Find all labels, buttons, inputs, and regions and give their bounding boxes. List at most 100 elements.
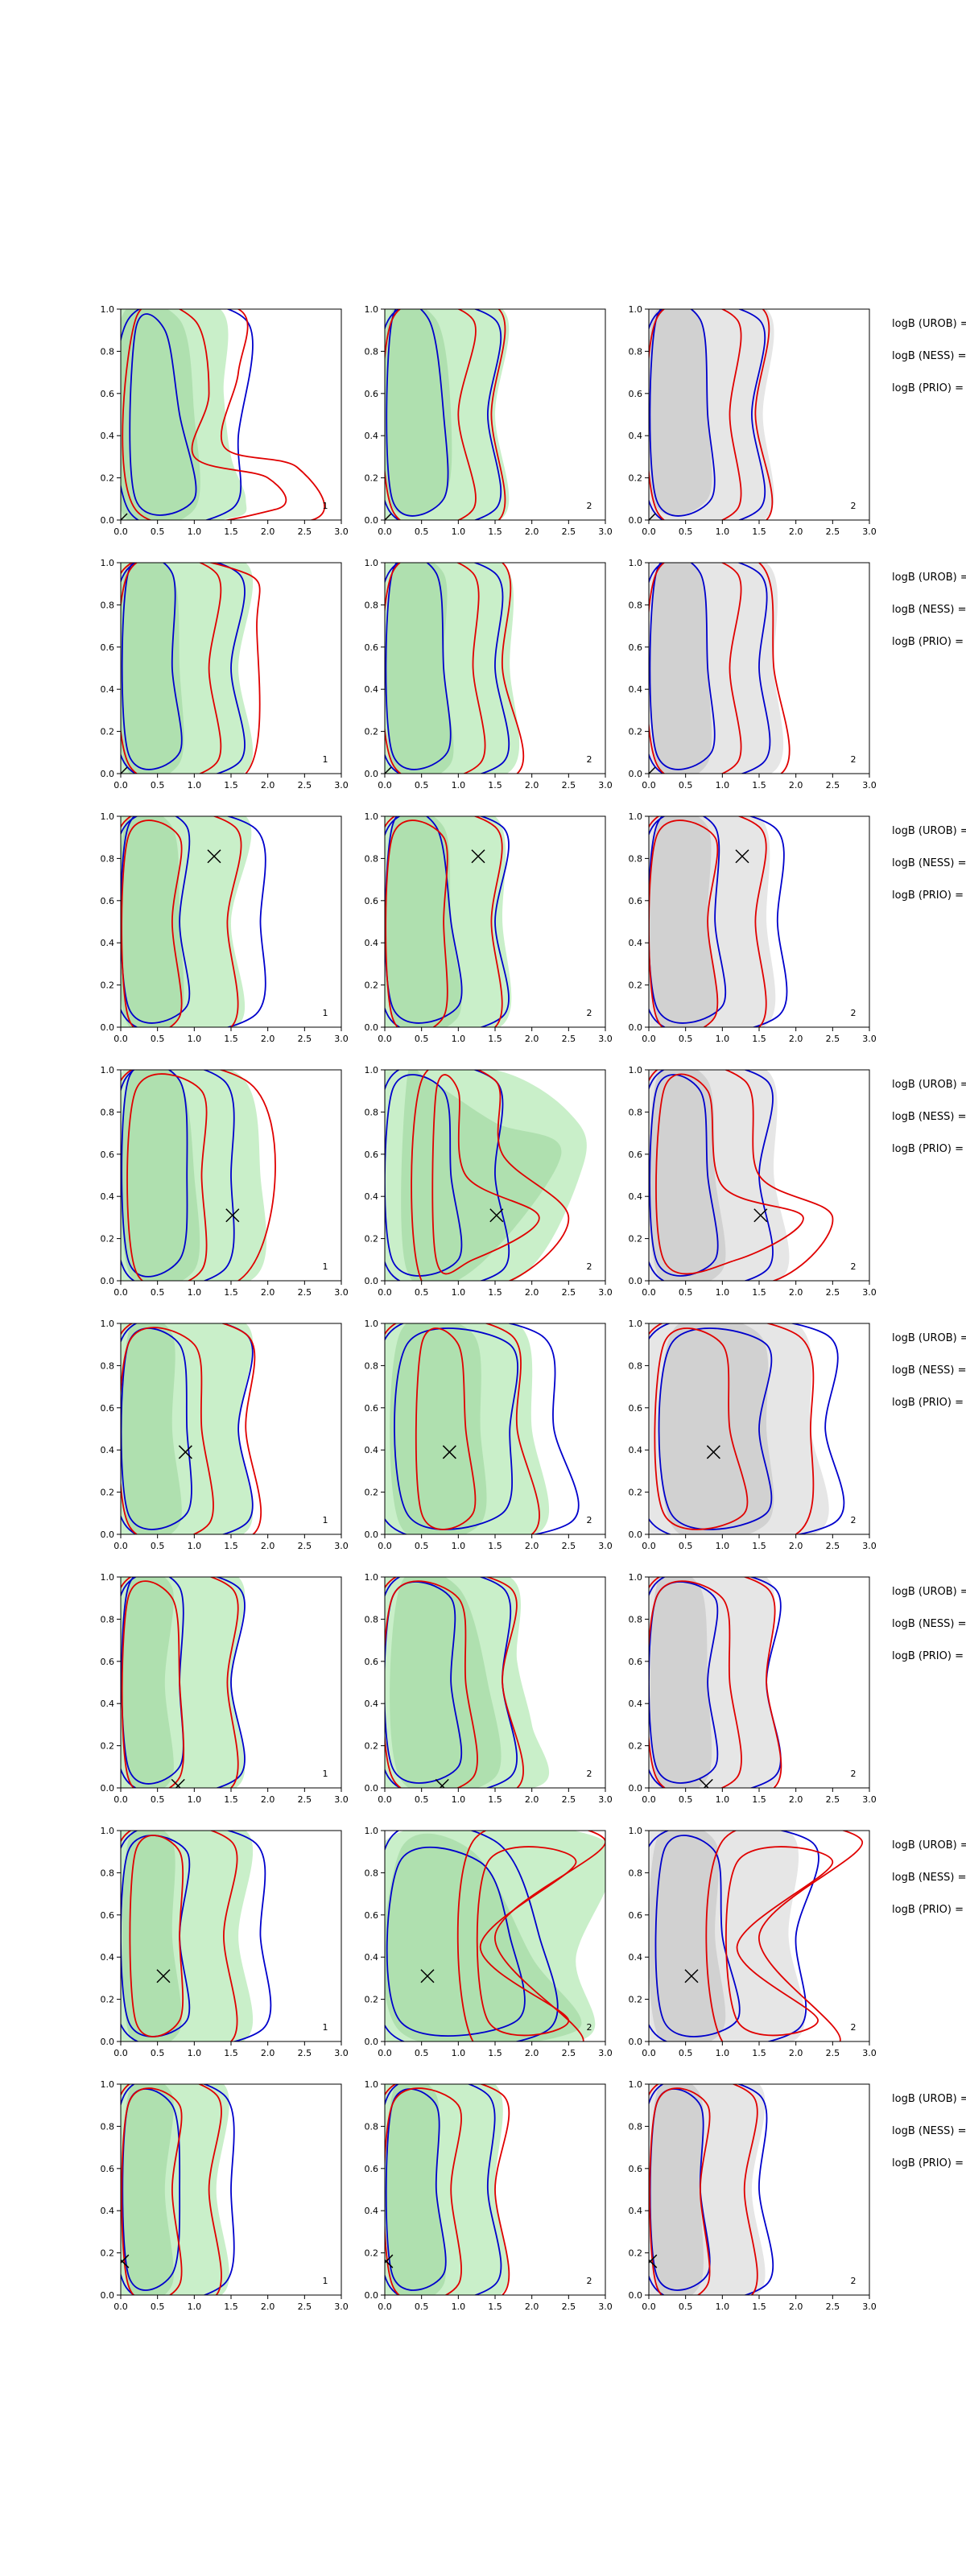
y-tick-label: 0.6	[365, 1150, 379, 1160]
y-tick-label: 0.4	[365, 431, 379, 441]
y-tick-label: 1.0	[629, 1826, 643, 1836]
density-region-inner	[122, 1323, 182, 1534]
x-tick-label: 1.0	[716, 1794, 730, 1805]
x-tick-label: 2.0	[525, 1794, 539, 1805]
contour-blue-outer	[649, 1577, 782, 1788]
contour-blue-inner	[649, 563, 716, 770]
x-tick-label: 0.5	[415, 780, 429, 791]
y-tick-label: 1.0	[101, 558, 115, 568]
contour-red-inner	[385, 819, 448, 1027]
panel-r7-c3: 0.0 0.5 1.0 1.5 2.0 2.5 3.0 0.0 0.2 0.4 0.6 0.8 1.0 2	[629, 1826, 877, 2058]
contour-blue-inner	[649, 816, 727, 1024]
x-marker	[385, 2254, 394, 2268]
contour-red-inner	[385, 1580, 478, 1788]
panel-r6-c3: 0.0 0.5 1.0 1.5 2.0 2.5 3.0 0.0 0.2 0.4 0.6 0.8 1.0 2	[629, 1572, 877, 1805]
contour-red-inner	[385, 309, 477, 520]
row-label: logB (PRIO) =	[892, 1904, 964, 1916]
y-tick-label: 0.2	[101, 1741, 115, 1752]
y-tick-label: 0.6	[629, 896, 643, 906]
density-region-inner	[122, 2084, 174, 2295]
x-tick-label: 2.5	[298, 1034, 312, 1044]
y-tick-label: 0.4	[101, 1699, 115, 1709]
y-tick-label: 0.6	[629, 2164, 643, 2174]
y-tick-label: 1.0	[101, 2079, 115, 2090]
x-marker	[178, 1445, 192, 1459]
row-label: logB (PRIO) =	[892, 1397, 964, 1409]
density-region-inner	[122, 1577, 174, 1788]
panel-number: 2	[851, 1261, 857, 1272]
x-tick-label: 3.0	[598, 780, 613, 791]
panel-contours	[385, 1323, 580, 1534]
row-label: logB (PRIO) =	[892, 1650, 964, 1662]
y-tick-label: 0.2	[365, 980, 379, 991]
x-tick-label: 2.0	[525, 2301, 539, 2312]
panel-contours	[121, 1577, 246, 1788]
x-marker	[207, 849, 221, 864]
x-tick-label: 0.5	[415, 1541, 429, 1551]
panel-number: 2	[587, 2022, 592, 2033]
row-label: logB (UROB) =	[892, 1586, 966, 1598]
y-tick-label: 0.2	[629, 1995, 643, 2005]
x-tick-label: 2.5	[826, 526, 840, 537]
x-tick-label: 0.0	[378, 1541, 392, 1551]
x-marker	[649, 513, 656, 520]
y-tick-label: 0.4	[365, 684, 379, 695]
x-tick-label: 0.0	[642, 2301, 656, 2312]
y-tick-label: 0.8	[101, 2121, 115, 2132]
figure-row-7: 0.0 0.5 1.0 1.5 2.0 2.5 3.0 0.0 0.2 0.4 0.6 0.8 1.0 1…	[101, 1826, 966, 2058]
x-tick-label: 3.0	[598, 2301, 613, 2312]
x-marker	[225, 1208, 240, 1223]
x-marker	[489, 1208, 504, 1223]
panel-contours	[385, 2084, 510, 2295]
panel-contours	[385, 1831, 605, 2041]
contour-red-outer	[121, 1577, 239, 1788]
panel-r7-c2: 0.0 0.5 1.0 1.5 2.0 2.5 3.0 0.0 0.2 0.4 0.6 0.8 1.0 2	[365, 1826, 613, 2058]
contour-red-inner	[649, 819, 719, 1027]
panel-contours	[649, 1323, 845, 1534]
x-tick-label: 1.5	[752, 1287, 766, 1298]
y-tick-label: 0.8	[629, 1868, 643, 1878]
x-tick-label: 0.5	[151, 526, 165, 537]
y-tick-label: 1.0	[365, 1572, 379, 1583]
row-label: logB (NESS) =	[892, 1618, 966, 1630]
figure-row-1: 0.0 0.5 1.0 1.5 2.0 2.5 3.0 0.0 0.2 0.4 0.6 0.8 1.0 1…	[101, 304, 966, 537]
contour-red-outer	[121, 816, 242, 1027]
panel-number: 1	[323, 1515, 328, 1525]
x-marker	[420, 1969, 435, 1984]
contour-red-inner	[649, 563, 742, 774]
panel-r8-c2: 0.0 0.5 1.0 1.5 2.0 2.5 3.0 0.0 0.2 0.4 0.6 0.8 1.0 2	[365, 2079, 613, 2312]
x-tick-label: 3.0	[334, 2048, 349, 2058]
row-label: logB (UROB) =	[892, 2093, 966, 2105]
panel-contours	[649, 1070, 834, 1281]
x-tick-label: 3.0	[862, 1287, 877, 1298]
y-tick-label: 0.6	[629, 389, 643, 399]
density-region-inner	[121, 816, 184, 1027]
y-tick-label: 0.6	[365, 1657, 379, 1667]
y-tick-label: 0.4	[101, 431, 115, 441]
y-tick-label: 0.4	[629, 1445, 643, 1455]
y-tick-label: 0.2	[365, 473, 379, 484]
panel-contours	[385, 816, 512, 1027]
y-tick-label: 0.6	[101, 642, 115, 653]
y-tick-label: 0.0	[101, 2037, 115, 2047]
x-tick-label: 0.5	[151, 1794, 165, 1805]
y-tick-label: 0.8	[629, 1107, 643, 1117]
y-tick-label: 0.0	[629, 1276, 643, 1286]
panel-contours	[649, 1831, 863, 2041]
contour-blue-outer	[121, 563, 246, 774]
y-tick-label: 0.2	[365, 1995, 379, 2005]
y-tick-label: 0.2	[101, 980, 115, 991]
panel-r1-c2: 0.0 0.5 1.0 1.5 2.0 2.5 3.0 0.0 0.2 0.4 0.6 0.8 1.0 2	[365, 304, 613, 537]
figure-row-6: 0.0 0.5 1.0 1.5 2.0 2.5 3.0 0.0 0.2 0.4 0.6 0.8 1.0 1…	[101, 1572, 966, 1805]
x-tick-label: 2.0	[789, 1794, 803, 1805]
y-tick-label: 0.0	[101, 2290, 115, 2301]
y-tick-label: 0.6	[365, 1403, 379, 1414]
y-tick-label: 0.4	[365, 2206, 379, 2216]
x-tick-label: 2.5	[562, 1287, 576, 1298]
x-tick-label: 1.5	[752, 2301, 766, 2312]
x-tick-label: 1.5	[488, 1287, 502, 1298]
contour-blue-inner	[658, 1327, 773, 1530]
y-tick-label: 0.6	[629, 642, 643, 653]
x-tick-label: 2.5	[826, 2301, 840, 2312]
panel-contours	[121, 1070, 276, 1281]
